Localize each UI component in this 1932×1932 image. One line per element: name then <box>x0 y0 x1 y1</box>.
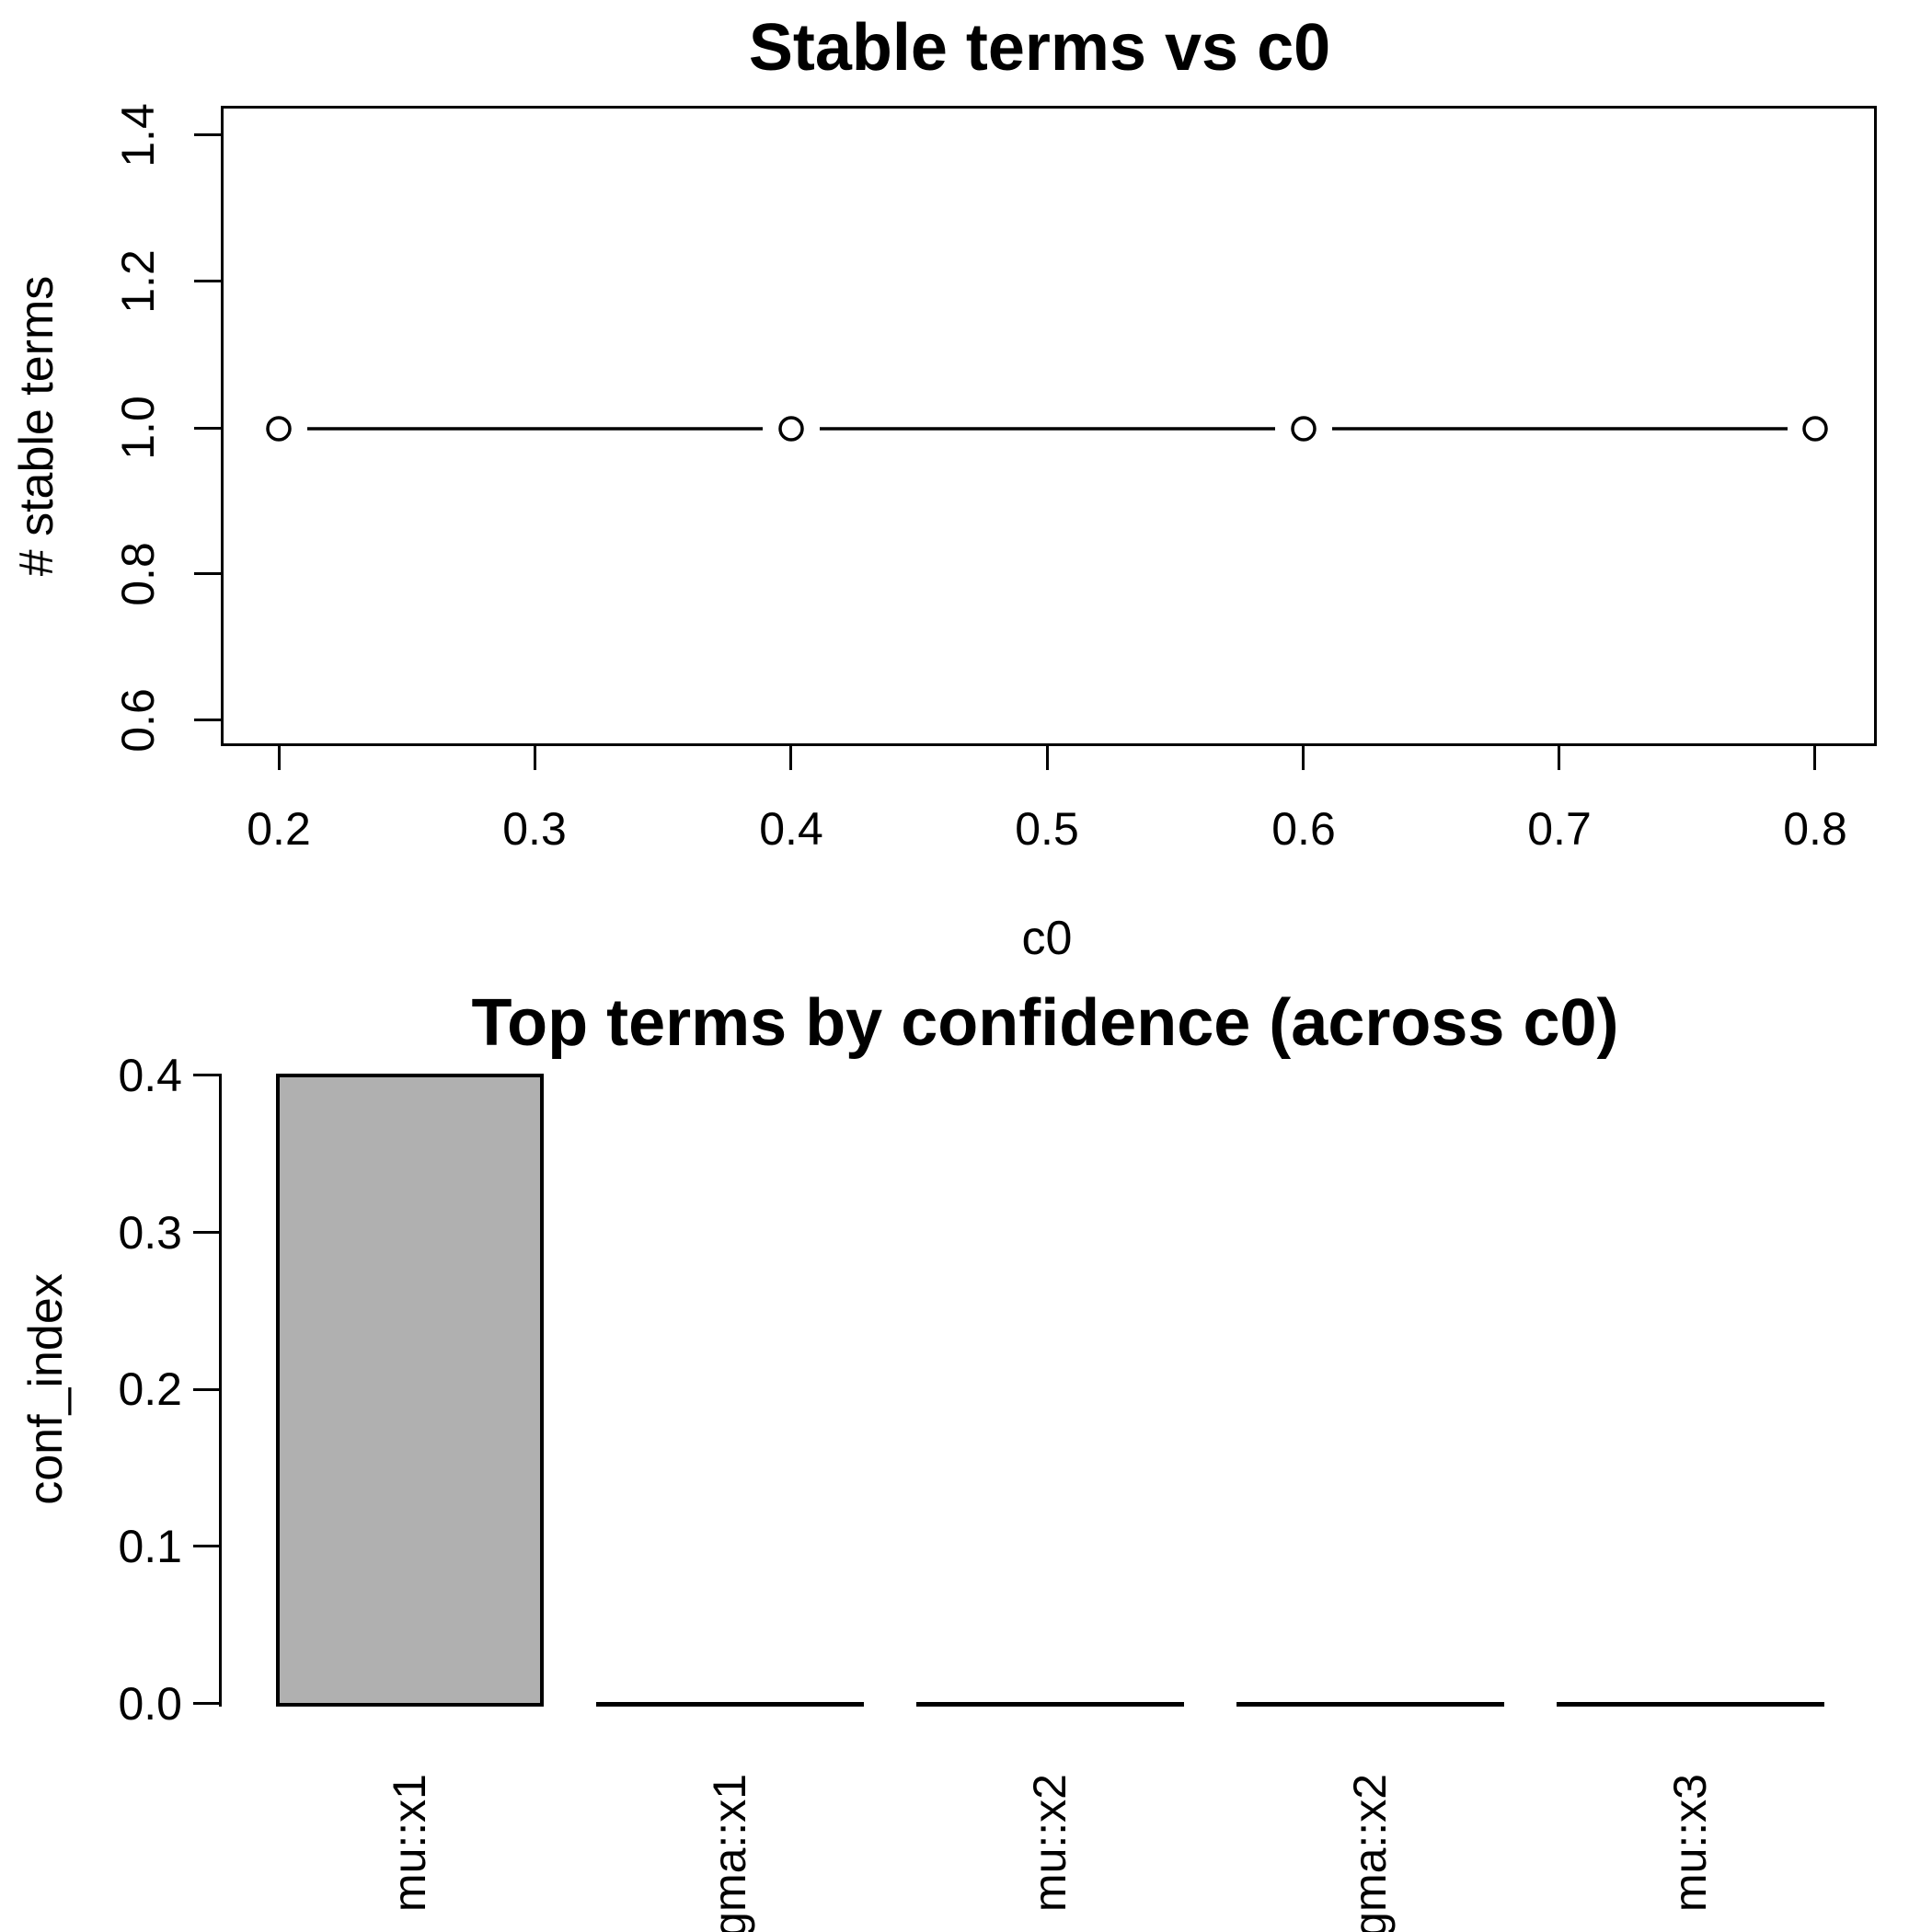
x-tick-mark <box>1558 743 1560 770</box>
x-tick-mark <box>1302 743 1305 770</box>
y-tick-mark <box>193 1388 221 1391</box>
data-point-circle <box>1291 416 1317 442</box>
x-tick-mark <box>789 743 792 770</box>
bottom-y-axis-label: conf_index <box>19 1273 73 1505</box>
bar-gma-x1-zero <box>596 1702 864 1707</box>
x-tick-label: 0.4 <box>759 803 823 855</box>
x-tick-label: 0.2 <box>247 803 311 855</box>
x-tick-mark <box>1046 743 1049 770</box>
bar-mu-x1 <box>276 1074 544 1707</box>
y-tick-mark <box>194 133 222 136</box>
y-tick-mark <box>193 1702 221 1705</box>
bar-category-label: gma::x2 <box>1344 1774 1396 1932</box>
top-x-axis-label: c0 <box>1021 912 1073 965</box>
bar-category-label: gma::x1 <box>704 1774 755 1932</box>
bar-mu-x2-zero <box>916 1702 1184 1707</box>
y-tick-label: 0.4 <box>118 1050 182 1101</box>
x-tick-label: 0.7 <box>1527 803 1592 855</box>
bar-category-label: mu::x1 <box>384 1774 435 1913</box>
y-tick-mark <box>194 427 222 430</box>
y-tick-mark <box>194 572 222 575</box>
y-tick-label: 0.0 <box>118 1678 182 1730</box>
x-tick-label: 0.3 <box>502 803 567 855</box>
y-tick-label: 0.1 <box>118 1521 182 1572</box>
data-point-circle <box>266 416 292 442</box>
x-tick-mark <box>534 743 536 770</box>
bar-category-label: mu::x3 <box>1664 1774 1716 1913</box>
y-tick-mark <box>194 280 222 282</box>
x-tick-label: 0.8 <box>1783 803 1847 855</box>
y-tick-mark <box>194 719 222 721</box>
bar-category-label: mu::x2 <box>1024 1774 1075 1913</box>
top-plot-box <box>221 106 1877 746</box>
y-tick-mark <box>193 1231 221 1234</box>
x-tick-label: 0.5 <box>1015 803 1079 855</box>
x-tick-mark <box>1813 743 1816 770</box>
top-series-layer <box>266 416 1828 442</box>
bar-gma-x2-zero <box>1236 1702 1504 1707</box>
data-point-circle <box>778 416 804 442</box>
bar-mu-x3-zero <box>1557 1702 1824 1707</box>
y-tick-mark <box>193 1074 221 1076</box>
top-chart-title: Stable terms vs c0 <box>748 11 1331 85</box>
x-tick-label: 0.6 <box>1271 803 1336 855</box>
x-tick-mark <box>278 743 281 770</box>
y-tick-label: 0.2 <box>118 1363 182 1415</box>
data-point-circle <box>1802 416 1828 442</box>
bottom-chart-title: Top terms by confidence (across c0) <box>471 986 1619 1060</box>
y-tick-label: 0.3 <box>118 1207 182 1259</box>
y-tick-mark <box>193 1545 221 1547</box>
